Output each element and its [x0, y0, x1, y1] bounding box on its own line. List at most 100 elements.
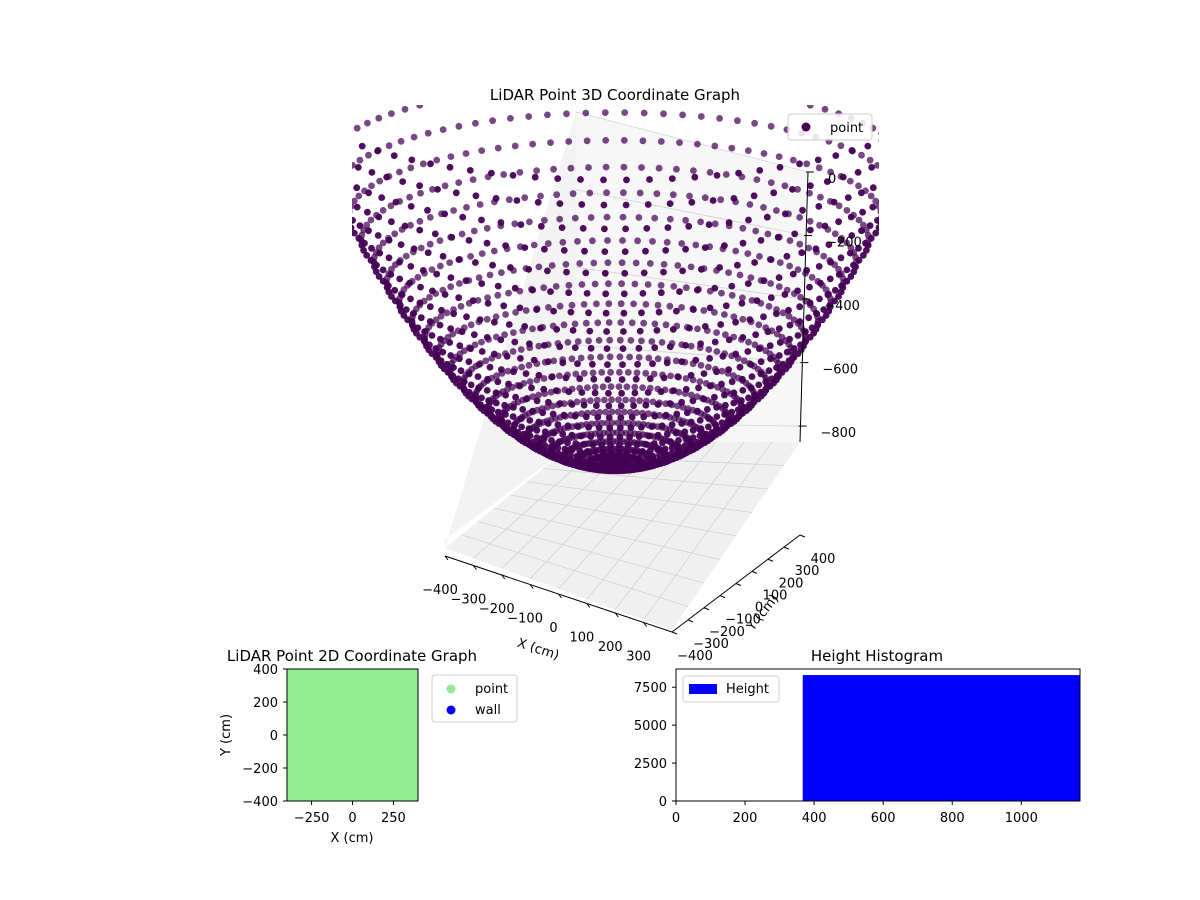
- cloud-point: [559, 52, 566, 59]
- cloud-point: [332, 132, 339, 139]
- cloud-point: [547, 288, 554, 295]
- cloud-point: [460, 324, 468, 332]
- cloud-point: [525, 361, 533, 369]
- cloud-point: [878, 131, 879, 136]
- cloud-point: [775, 325, 783, 332]
- cloud-point: [601, 19, 608, 26]
- legend-2d-wall-label: wall: [475, 703, 501, 718]
- cloud-point: [310, 150, 317, 157]
- cloud-point: [892, 132, 899, 139]
- cloud-point: [713, 172, 721, 179]
- cloud-point: [457, 367, 465, 375]
- cloud-point: [467, 381, 475, 389]
- cloud-point: [404, 282, 411, 289]
- cloud-point: [563, 110, 570, 118]
- cloud-point: [620, 189, 627, 197]
- cloud-point: [358, 241, 366, 249]
- y-tick-3d-label: 100: [763, 588, 788, 603]
- cloud-point: [703, 327, 711, 334]
- cloud-point: [917, 85, 924, 92]
- cloud-point: [556, 200, 564, 208]
- cloud-point: [775, 283, 783, 291]
- cloud-point: [603, 189, 610, 197]
- cloud-point: [648, 338, 656, 345]
- cloud-point: [689, 376, 697, 384]
- cloud-point: [885, 173, 892, 180]
- cloud-point: [576, 260, 584, 267]
- x-tick-3d-label: 300: [626, 650, 651, 665]
- cloud-point: [773, 207, 780, 214]
- cloud-point: [541, 390, 549, 397]
- cloud-point: [888, 201, 895, 208]
- cloud-point: [314, 120, 321, 127]
- cloud-point: [548, 373, 555, 381]
- x-tick-2d-label: 250: [381, 811, 406, 826]
- cloud-point: [776, 363, 783, 371]
- cloud-point: [590, 409, 597, 416]
- cloud-point: [307, 85, 314, 92]
- cloud-point: [498, 370, 506, 377]
- cloud-point: [901, 153, 908, 160]
- cloud-point: [432, 290, 440, 297]
- cloud-point: [855, 52, 862, 59]
- cloud-point: [472, 192, 480, 200]
- cloud-point: [676, 288, 683, 295]
- cloud-point: [516, 169, 524, 176]
- cloud-point: [343, 62, 350, 69]
- x-tick-hist-label: 1000: [1005, 811, 1038, 826]
- z-tick-3d-label: −600: [822, 363, 858, 378]
- cloud-point: [689, 305, 697, 313]
- cloud-point: [645, 19, 652, 26]
- cloud-point: [757, 344, 765, 352]
- cloud-point: [343, 212, 350, 219]
- cloud-point: [447, 274, 455, 281]
- cloud-point: [522, 265, 530, 272]
- cloud-point: [922, 114, 929, 121]
- cloud-point: [591, 383, 599, 391]
- cloud-point: [598, 419, 606, 427]
- cloud-point: [734, 117, 741, 125]
- cloud-point: [713, 413, 721, 420]
- cloud-point: [938, 95, 945, 102]
- x-tick-hist-label: 800: [940, 811, 965, 826]
- cloud-point: [568, 385, 576, 393]
- cloud-point: [320, 158, 327, 165]
- cloud-point: [533, 167, 540, 175]
- cloud-point: [491, 318, 498, 326]
- cloud-point: [509, 348, 517, 355]
- legend-hist-swatch: [689, 684, 717, 694]
- cloud-point: [601, 396, 608, 404]
- cloud-point: [848, 146, 856, 154]
- cloud-point: [467, 253, 474, 260]
- cloud-point: [295, 104, 302, 111]
- cloud-point: [368, 169, 376, 176]
- cloud-point: [802, 270, 809, 277]
- cloud-point: [631, 280, 639, 288]
- cloud-point: [844, 194, 852, 202]
- cloud-point: [343, 167, 350, 174]
- cloud-point: [622, 50, 629, 57]
- cloud-point: [582, 269, 590, 277]
- cloud-point: [785, 306, 792, 314]
- cloud-point: [504, 419, 512, 427]
- cloud-point: [352, 220, 353, 225]
- cloud-point: [619, 419, 627, 427]
- cloud-point: [620, 309, 628, 317]
- cloud-point: [589, 360, 596, 368]
- cloud-point: [375, 114, 383, 122]
- histogram-title: Height Histogram: [811, 647, 943, 665]
- cloud-point: [378, 81, 385, 88]
- cloud-point: [453, 31, 460, 38]
- cloud-point: [529, 325, 536, 333]
- cloud-point: [363, 251, 371, 259]
- cloud-point: [778, 368, 786, 376]
- cloud-point: [618, 259, 626, 267]
- cloud-point: [633, 369, 641, 377]
- cloud-point: [675, 437, 682, 444]
- cloud-point: [569, 190, 577, 198]
- cloud-point: [794, 186, 801, 193]
- cloud-point: [750, 390, 758, 398]
- cloud-point: [916, 138, 923, 145]
- cloud-point: [711, 309, 718, 316]
